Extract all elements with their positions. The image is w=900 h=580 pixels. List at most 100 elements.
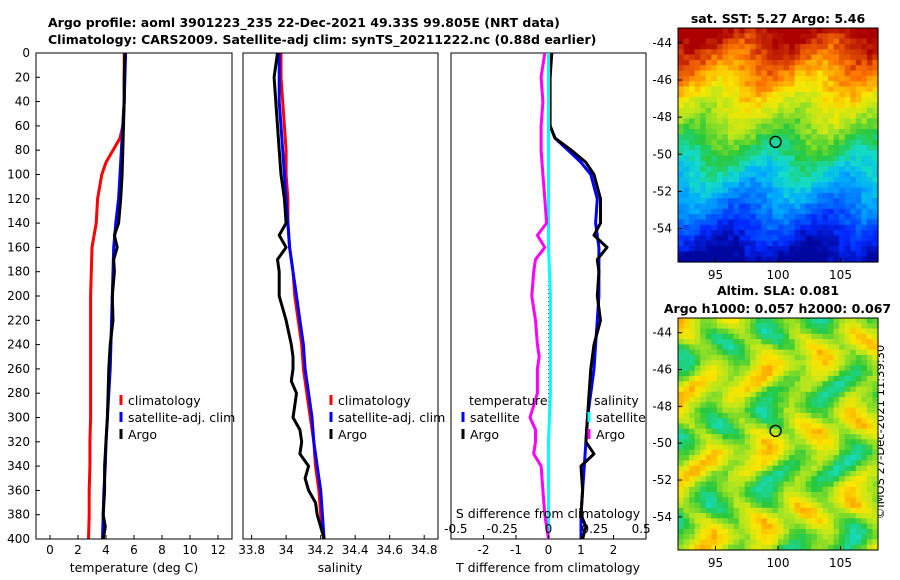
map-cell xyxy=(816,224,824,231)
map-cell xyxy=(778,434,785,440)
map-cell xyxy=(794,246,801,252)
map-cell xyxy=(761,70,768,77)
map-cell xyxy=(866,97,874,104)
map-cell xyxy=(822,518,829,525)
map-cell xyxy=(816,208,824,215)
temperature-legend-label: climatology xyxy=(128,393,201,408)
map-cell xyxy=(739,507,746,514)
map-cell xyxy=(716,423,724,430)
map-cell xyxy=(778,391,785,398)
map-cell xyxy=(778,544,785,551)
map-cell xyxy=(778,219,785,226)
map-cell xyxy=(755,134,762,141)
map-cell xyxy=(828,418,835,425)
map-cell xyxy=(678,360,685,367)
map-cell xyxy=(861,192,868,199)
map-cell xyxy=(716,476,724,483)
map-cell xyxy=(794,219,801,226)
map-cell xyxy=(722,208,729,215)
map-cell xyxy=(861,182,868,189)
map-cell xyxy=(728,470,735,477)
map-cell xyxy=(683,376,690,382)
map-cell xyxy=(811,333,818,340)
map-cell xyxy=(772,423,779,430)
map-cell xyxy=(839,139,846,146)
map-cell xyxy=(689,33,696,40)
map-cell xyxy=(861,365,868,372)
map-cell xyxy=(716,187,724,194)
map-cell xyxy=(761,423,768,430)
map-cell xyxy=(694,333,701,340)
map-cell xyxy=(778,444,785,451)
map-cell xyxy=(850,449,857,456)
map-cell xyxy=(844,523,851,530)
map-cell xyxy=(850,381,857,388)
map-cell xyxy=(783,344,790,351)
map-cell xyxy=(689,256,696,263)
map-cell xyxy=(750,407,757,414)
map-cell xyxy=(689,134,696,141)
map-cell xyxy=(861,102,868,109)
map-cell xyxy=(866,176,874,183)
map-cell xyxy=(861,246,868,252)
map-cell xyxy=(783,518,790,525)
map-cell xyxy=(683,528,690,535)
map-cell xyxy=(728,134,735,141)
map-cell xyxy=(816,481,824,488)
map-cell xyxy=(750,412,757,419)
map-cell xyxy=(728,75,735,82)
map-cell xyxy=(828,528,835,535)
map-cell xyxy=(716,65,724,72)
map-cell xyxy=(866,465,874,472)
map-cell xyxy=(728,360,735,367)
map-cell xyxy=(866,397,874,403)
map-cell xyxy=(805,118,812,125)
salinity-legend-label: climatology xyxy=(338,393,411,408)
map-cell xyxy=(778,33,785,40)
map-cell xyxy=(866,214,874,221)
map-cell xyxy=(761,86,768,93)
map-cell xyxy=(872,49,879,56)
map-cell xyxy=(761,107,768,114)
map-cell xyxy=(766,145,774,151)
map-cell xyxy=(683,486,690,493)
map-cell xyxy=(716,544,724,551)
map-cell xyxy=(744,344,751,351)
map-cell xyxy=(744,386,751,393)
map-cell xyxy=(861,344,868,351)
map-cell xyxy=(733,182,740,189)
map-cell xyxy=(744,118,751,125)
map-cell xyxy=(861,470,868,477)
map-cell xyxy=(839,81,846,88)
map-cell xyxy=(800,208,807,215)
map-cell xyxy=(716,155,724,162)
salinity-x-tick-label: 34 xyxy=(279,543,294,557)
map-cell xyxy=(716,528,724,535)
argo-position-marker xyxy=(769,135,782,148)
map-cell xyxy=(739,155,746,162)
map-cell xyxy=(683,38,690,45)
map-cell xyxy=(766,240,774,247)
map-cell xyxy=(755,418,762,425)
map-cell xyxy=(783,397,790,403)
map-cell xyxy=(866,349,874,356)
map-cell xyxy=(811,439,818,446)
map-cell xyxy=(855,381,862,388)
map-cell xyxy=(855,354,862,361)
map-cell xyxy=(694,318,701,324)
map-cell xyxy=(772,444,779,451)
map-cell xyxy=(689,160,696,167)
map-cell xyxy=(678,38,685,45)
map-cell xyxy=(766,113,774,120)
map-cell xyxy=(794,518,801,525)
map-cell xyxy=(716,182,724,189)
map-cell xyxy=(705,513,712,519)
map-y-tick-label: -48 xyxy=(652,110,672,124)
map-cell xyxy=(689,407,696,414)
map-cell xyxy=(772,123,779,130)
map-cell xyxy=(733,386,740,393)
map-cell xyxy=(861,86,868,93)
map-cell xyxy=(711,65,718,72)
map-cell xyxy=(772,59,779,66)
map-cell xyxy=(722,502,729,509)
